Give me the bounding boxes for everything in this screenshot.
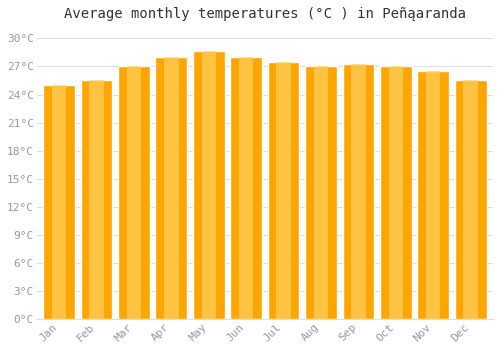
Bar: [80, 80, 112, 319]
Bar: [202, 50, 216, 319]
Bar: [193, 50, 224, 319]
Bar: [52, 85, 66, 319]
Bar: [380, 66, 412, 319]
Bar: [164, 57, 178, 319]
Bar: [44, 85, 75, 319]
Bar: [351, 64, 366, 319]
Bar: [388, 66, 403, 319]
Title: Average monthly temperatures (°C ) in Peñąaranda: Average monthly temperatures (°C ) in Pe…: [64, 7, 466, 21]
Bar: [454, 80, 486, 319]
Bar: [156, 57, 188, 319]
Bar: [464, 80, 478, 319]
Bar: [90, 80, 104, 319]
Bar: [118, 66, 150, 319]
Bar: [314, 66, 328, 319]
Bar: [418, 71, 449, 319]
Bar: [276, 62, 290, 319]
Bar: [239, 57, 254, 319]
Bar: [342, 64, 374, 319]
Bar: [305, 66, 337, 319]
Bar: [230, 57, 262, 319]
Bar: [426, 71, 440, 319]
Bar: [127, 66, 141, 319]
Bar: [268, 62, 300, 319]
